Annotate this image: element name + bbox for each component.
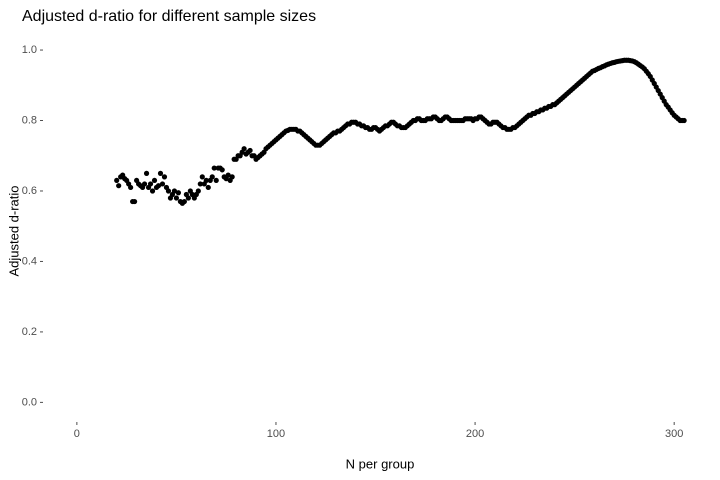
point — [175, 190, 182, 196]
point — [181, 198, 187, 205]
chart-title: Adjusted d-ratio for different sample si… — [22, 8, 316, 25]
point — [205, 184, 211, 191]
point — [165, 188, 172, 194]
point — [213, 177, 219, 184]
point — [203, 177, 209, 184]
y-tick-label: 0.6 — [22, 185, 37, 197]
point — [143, 170, 150, 176]
point — [159, 181, 166, 187]
x-tick-label: 0 — [74, 428, 80, 440]
point — [173, 195, 180, 201]
point — [149, 188, 156, 194]
point — [241, 146, 247, 152]
x-axis-title: N per group — [346, 456, 415, 471]
point — [211, 165, 217, 171]
point — [219, 167, 225, 173]
x-tick-label: 100 — [267, 428, 285, 440]
point — [171, 188, 178, 194]
y-tick-label: 0.4 — [22, 255, 37, 267]
point — [681, 117, 687, 124]
point — [185, 195, 191, 201]
point — [247, 147, 253, 154]
point — [116, 183, 122, 189]
y-tick-label: 1.0 — [22, 44, 37, 56]
point — [199, 174, 205, 180]
x-tick-label: 200 — [466, 428, 484, 440]
point — [155, 183, 162, 189]
point — [229, 174, 235, 180]
point — [141, 181, 148, 187]
point — [132, 198, 138, 205]
y-axis-title: Adjusted d-ratio — [6, 185, 21, 276]
point — [161, 174, 168, 180]
point — [114, 177, 120, 184]
point — [225, 172, 231, 178]
x-tick-label: 300 — [665, 428, 683, 440]
point — [128, 184, 134, 191]
y-tick-label: 0.2 — [22, 326, 37, 338]
point — [151, 177, 158, 184]
y-tick-label: 0.0 — [22, 396, 37, 408]
point — [147, 181, 154, 187]
point — [197, 181, 203, 187]
point — [209, 174, 215, 180]
y-tick-label: 0.8 — [22, 114, 37, 126]
point — [195, 188, 201, 194]
point — [157, 170, 164, 176]
